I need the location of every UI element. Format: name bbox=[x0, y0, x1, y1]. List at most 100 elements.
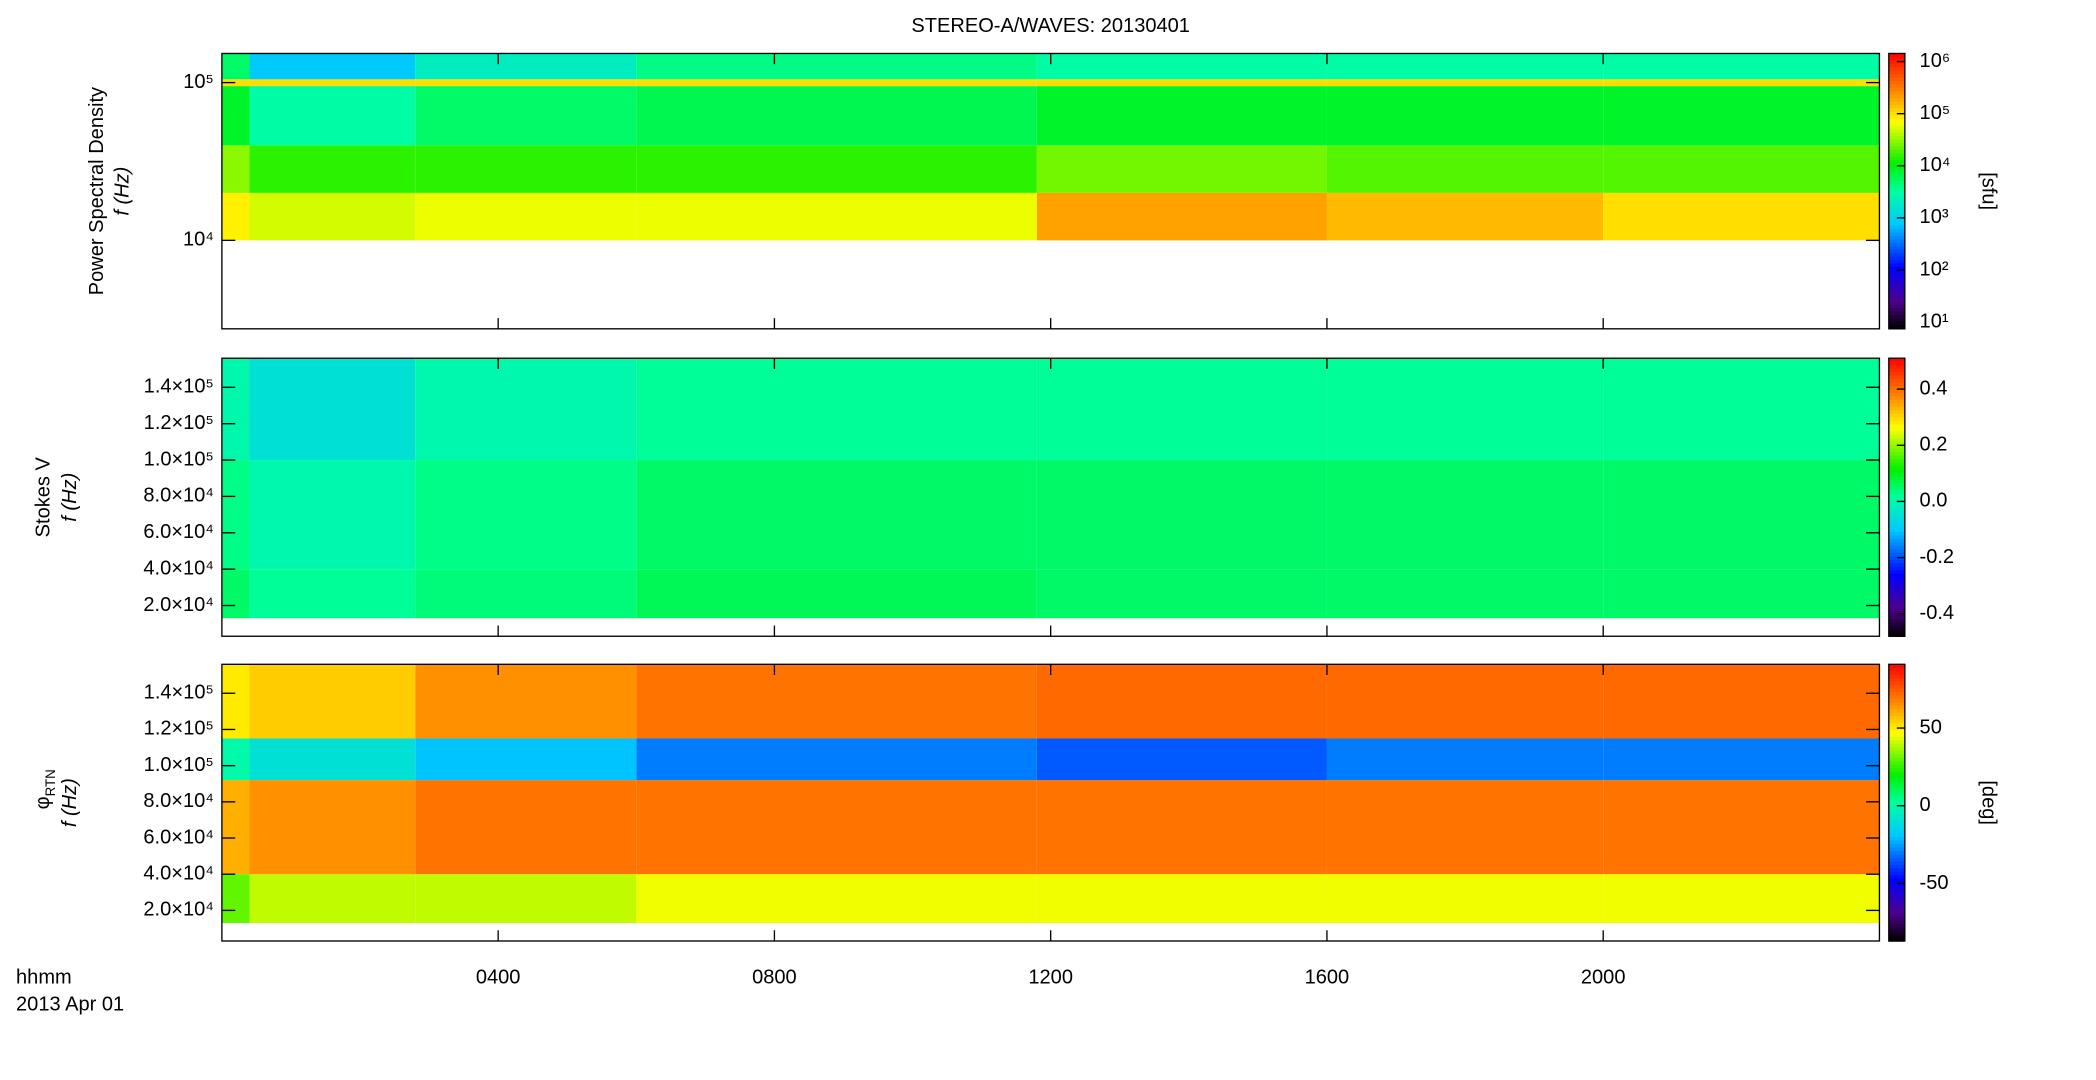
y-tick-label: 2.0×10⁴ bbox=[143, 899, 214, 921]
colorbar-segment bbox=[1888, 105, 1905, 110]
heatmap-cell bbox=[1036, 79, 1327, 87]
colorbar-segment bbox=[1888, 249, 1905, 254]
colorbar-segment bbox=[1888, 228, 1905, 234]
heatmap-cell bbox=[1603, 53, 1880, 80]
colorbar-segment bbox=[1888, 434, 1905, 439]
heatmap-cell bbox=[415, 780, 637, 875]
heatmap-cell bbox=[1036, 664, 1327, 739]
x-tick-label: 1600 bbox=[1305, 967, 1350, 989]
colorbar-segment bbox=[1888, 608, 1905, 613]
colorbar-segment bbox=[1888, 67, 1905, 72]
colorbar-segment bbox=[1888, 667, 1905, 672]
heatmap-cell bbox=[636, 358, 1037, 461]
heatmap-cell bbox=[221, 192, 250, 241]
colorbar-segment bbox=[1888, 671, 1905, 676]
colorbar-segment bbox=[1888, 854, 1905, 859]
colorbar-segment bbox=[1888, 716, 1905, 721]
x-tick-label: 1200 bbox=[1028, 967, 1073, 989]
colorbar-segment bbox=[1888, 774, 1905, 780]
colorbar-segment bbox=[1888, 695, 1905, 700]
heatmap-cell bbox=[1326, 738, 1604, 781]
heatmap-cell bbox=[1603, 874, 1880, 924]
heatmap-cell bbox=[249, 664, 416, 739]
colorbar-segment bbox=[1888, 899, 1905, 904]
colorbar-segment bbox=[1888, 483, 1905, 488]
colorbar-segment bbox=[1888, 493, 1905, 498]
colorbar-segment bbox=[1888, 556, 1905, 561]
colorbar-segment bbox=[1888, 531, 1905, 537]
colorbar-segment bbox=[1888, 525, 1905, 530]
colorbar-segment bbox=[1888, 788, 1905, 793]
colorbar-segment bbox=[1888, 63, 1905, 68]
colorbar-segment bbox=[1888, 587, 1905, 592]
colorbar-segment bbox=[1888, 108, 1905, 113]
colorbar-segment bbox=[1888, 594, 1905, 599]
colorbar-segment bbox=[1888, 902, 1905, 908]
heatmap-cell bbox=[1326, 460, 1604, 570]
colorbar-segment bbox=[1888, 424, 1905, 429]
heatmap-cell bbox=[1603, 86, 1880, 146]
colorbar-segment bbox=[1888, 490, 1905, 495]
colorbar-segment bbox=[1888, 528, 1905, 533]
colorbar-segment bbox=[1888, 266, 1905, 271]
colorbar-segment bbox=[1888, 194, 1905, 199]
colorbar-segment bbox=[1888, 923, 1905, 928]
heatmap-cell bbox=[1603, 192, 1880, 241]
heatmap-cell bbox=[221, 738, 250, 781]
colorbar-segment bbox=[1888, 211, 1905, 216]
colorbar-segment bbox=[1888, 542, 1905, 547]
colorbar-segment bbox=[1888, 632, 1905, 637]
heatmap-cell bbox=[249, 569, 416, 619]
colorbar-segment bbox=[1888, 462, 1905, 467]
colorbar-segment bbox=[1888, 406, 1905, 412]
colorbar-segment bbox=[1888, 559, 1905, 564]
heatmap-cell bbox=[1036, 358, 1327, 461]
colorbar-segment bbox=[1888, 934, 1905, 939]
heatmap-cell bbox=[636, 192, 1037, 241]
colorbar-segment bbox=[1888, 733, 1905, 738]
colorbar-segment bbox=[1888, 304, 1905, 309]
colorbar-segment bbox=[1888, 847, 1905, 852]
chart-title: STEREO-A/WAVES: 20130401 bbox=[911, 15, 1190, 37]
heatmap-cell bbox=[1326, 664, 1604, 739]
y-tick-label: 6.0×10⁴ bbox=[143, 826, 214, 848]
colorbar-segment bbox=[1888, 577, 1905, 582]
colorbar-segment bbox=[1888, 232, 1905, 237]
colorbar-frame bbox=[1888, 357, 1906, 637]
y-axis-symbol: φ bbox=[32, 796, 54, 809]
colorbar-segment bbox=[1888, 115, 1905, 120]
heatmap-cell bbox=[636, 569, 1037, 619]
colorbar-segment bbox=[1888, 781, 1905, 787]
colorbar-segment bbox=[1888, 431, 1905, 436]
colorbar-segment bbox=[1888, 167, 1905, 172]
colorbar-segment bbox=[1888, 823, 1905, 828]
colorbar-tick-label: 10⁵ bbox=[1920, 102, 1951, 124]
heatmap-cell bbox=[415, 358, 637, 461]
y-tick-label: 1.2×10⁵ bbox=[144, 718, 214, 740]
heatmap-cell bbox=[221, 874, 250, 924]
colorbar-segment bbox=[1888, 382, 1905, 387]
colorbar-segment bbox=[1888, 712, 1905, 717]
heatmap-cell bbox=[221, 569, 250, 619]
heatmap-cell bbox=[1603, 738, 1880, 781]
colorbar-segment bbox=[1888, 448, 1905, 453]
colorbar-segment bbox=[1888, 389, 1905, 394]
colorbar-segment bbox=[1888, 91, 1905, 96]
heatmap-cell bbox=[1036, 460, 1327, 570]
colorbar-segment bbox=[1888, 913, 1905, 918]
colorbar-segment bbox=[1888, 142, 1905, 148]
colorbar-segment bbox=[1888, 122, 1905, 127]
heatmap-cell bbox=[1036, 780, 1327, 875]
heatmap-cell bbox=[415, 569, 637, 619]
colorbar-segment bbox=[1888, 754, 1905, 759]
colorbar-tick-label: 10³ bbox=[1920, 206, 1949, 228]
heatmap-cell bbox=[1326, 780, 1604, 875]
y-tick-label: 4.0×10⁴ bbox=[143, 557, 214, 579]
colorbar-segment bbox=[1888, 87, 1905, 92]
colorbar-segment bbox=[1888, 604, 1905, 610]
colorbar-segment bbox=[1888, 629, 1905, 634]
heatmap-cell bbox=[1036, 192, 1327, 241]
y-tick-label: 10⁵ bbox=[183, 71, 214, 93]
colorbar-segment bbox=[1888, 321, 1905, 327]
